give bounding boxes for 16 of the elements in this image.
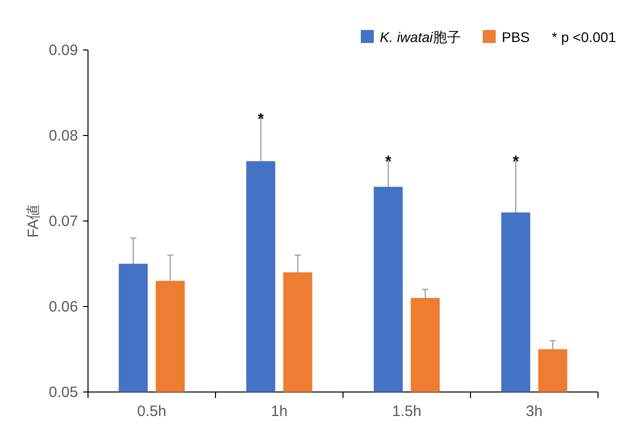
y-tick-label: 0.07 [48, 213, 78, 230]
y-tick-label: 0.08 [48, 128, 78, 144]
y-tick-label: 0.06 [48, 298, 78, 316]
text: * p <0.001 [552, 29, 616, 45]
x-tick-label: 1h [270, 403, 288, 420]
x-tick-label: 0.5h [137, 403, 166, 420]
data-label: * [385, 153, 392, 170]
legend-label: PBS [502, 29, 530, 45]
data-label: * [512, 153, 519, 170]
y-tick-label: 0.05 [48, 384, 78, 401]
y-tick-label: 0.09 [48, 42, 78, 59]
x-tick-label: 1.5h [392, 403, 422, 420]
legend-label: K. iwatai胞子 [380, 29, 461, 45]
x-tick-label: 3h [526, 403, 543, 420]
y-axis-title: FA値 [25, 204, 42, 238]
data-label: * [258, 110, 264, 128]
